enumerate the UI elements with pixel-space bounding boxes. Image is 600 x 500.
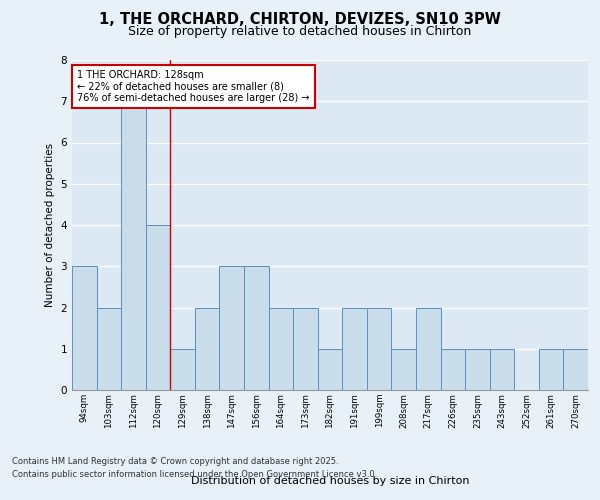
Bar [391,349,416,390]
Bar [220,266,244,390]
Bar [146,225,170,390]
Text: 1 THE ORCHARD: 128sqm
← 22% of detached houses are smaller (8)
76% of semi-detac: 1 THE ORCHARD: 128sqm ← 22% of detached … [77,70,310,103]
Text: 1, THE ORCHARD, CHIRTON, DEVIZES, SN10 3PW: 1, THE ORCHARD, CHIRTON, DEVIZES, SN10 3… [99,12,501,28]
Bar [170,349,195,390]
Bar [72,266,97,390]
Y-axis label: Number of detached properties: Number of detached properties [45,143,55,307]
X-axis label: Distribution of detached houses by size in Chirton: Distribution of detached houses by size … [191,476,469,486]
Bar [244,266,269,390]
Bar [367,308,391,390]
Bar [465,349,490,390]
Text: Contains public sector information licensed under the Open Government Licence v3: Contains public sector information licen… [12,470,377,479]
Bar [97,308,121,390]
Bar [440,349,465,390]
Bar [318,349,342,390]
Bar [490,349,514,390]
Text: Contains HM Land Registry data © Crown copyright and database right 2025.: Contains HM Land Registry data © Crown c… [12,458,338,466]
Bar [563,349,588,390]
Bar [293,308,318,390]
Text: Size of property relative to detached houses in Chirton: Size of property relative to detached ho… [128,25,472,38]
Bar [195,308,220,390]
Bar [121,101,146,390]
Bar [269,308,293,390]
Bar [342,308,367,390]
Bar [416,308,440,390]
Bar [539,349,563,390]
